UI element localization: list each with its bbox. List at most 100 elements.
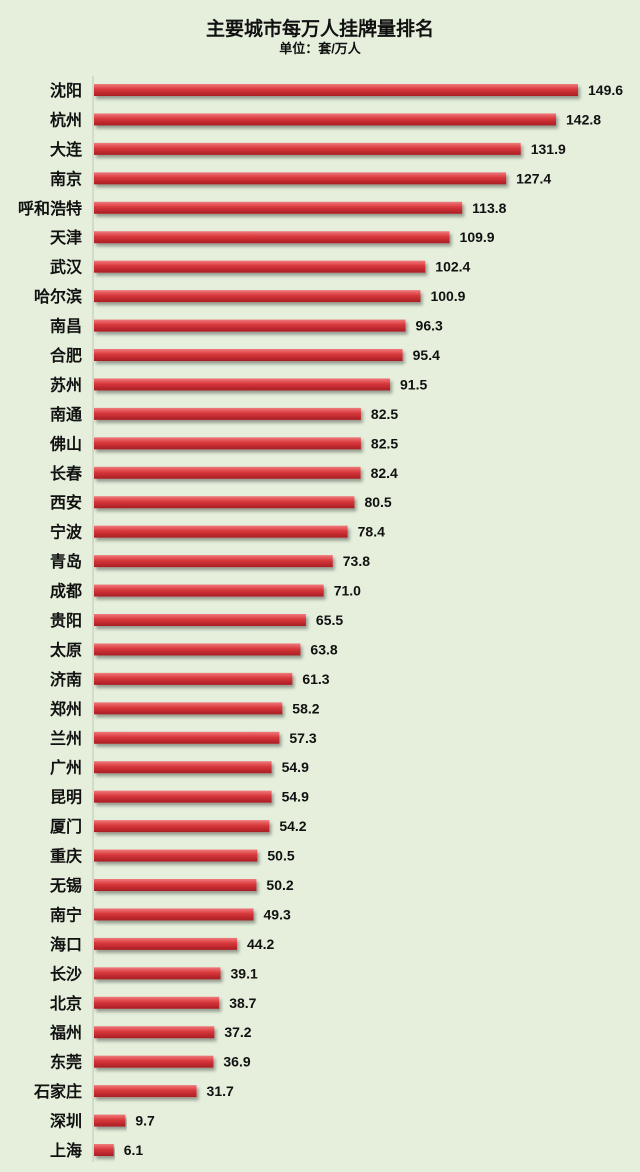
bar	[94, 142, 521, 155]
category-label: 南京	[50, 169, 82, 188]
bar	[94, 290, 421, 303]
category-label: 合肥	[50, 346, 82, 365]
data-label: 102.4	[435, 259, 470, 275]
bar	[94, 201, 463, 214]
category-label: 贵阳	[50, 611, 82, 630]
data-label: 96.3	[416, 318, 443, 334]
category-label: 太原	[49, 640, 82, 659]
bar	[94, 731, 280, 744]
category-label: 福州	[49, 1023, 82, 1042]
data-label: 38.7	[229, 995, 256, 1011]
data-label: 71.0	[334, 583, 361, 599]
category-label: 郑州	[50, 699, 82, 718]
data-label: 44.2	[247, 936, 274, 952]
category-label: 南宁	[50, 905, 82, 924]
category-label: 北京	[50, 994, 82, 1013]
data-label: 36.9	[223, 1054, 250, 1070]
bar	[94, 614, 306, 626]
bar	[94, 260, 426, 273]
category-label: 杭州	[50, 110, 82, 129]
category-label: 西安	[50, 493, 82, 512]
bar	[94, 908, 254, 921]
data-label: 109.9	[460, 229, 495, 245]
bar	[94, 584, 324, 597]
category-label: 长春	[50, 464, 83, 483]
data-label: 57.3	[289, 730, 316, 746]
bar	[94, 790, 272, 803]
bar	[94, 820, 270, 833]
category-label: 宁波	[50, 523, 83, 542]
category-label: 武汉	[50, 258, 83, 277]
data-label: 80.5	[364, 494, 391, 510]
data-label: 63.8	[310, 641, 337, 657]
category-label: 东莞	[50, 1053, 82, 1072]
data-label: 131.9	[531, 141, 566, 157]
category-label: 兰州	[50, 729, 82, 748]
data-label: 50.2	[266, 877, 293, 893]
bar	[94, 967, 221, 980]
data-label: 82.5	[371, 435, 398, 451]
bar	[94, 672, 293, 685]
category-label: 沈阳	[50, 81, 82, 100]
bar	[94, 525, 348, 538]
bar	[94, 349, 403, 361]
category-label: 青岛	[50, 552, 82, 571]
data-label: 37.2	[224, 1024, 251, 1040]
category-label: 天津	[50, 229, 82, 247]
category-label: 石家庄	[33, 1082, 82, 1101]
bar	[94, 437, 361, 450]
bar	[94, 466, 361, 479]
bar	[94, 172, 507, 185]
bar	[94, 84, 578, 96]
bar	[94, 1144, 114, 1156]
category-label: 苏州	[50, 375, 82, 394]
data-label: 6.1	[124, 1142, 144, 1158]
data-label: 78.4	[358, 524, 385, 540]
category-label: 长沙	[50, 964, 82, 983]
category-label: 昆明	[50, 789, 82, 807]
category-label: 成都	[50, 582, 82, 601]
bar	[94, 702, 283, 715]
bar	[94, 937, 237, 950]
category-label: 南通	[50, 405, 82, 424]
data-label: 39.1	[231, 965, 258, 981]
data-label: 49.3	[264, 906, 291, 922]
bar	[94, 879, 257, 891]
bar	[94, 849, 258, 862]
category-label: 呼和浩特	[18, 199, 82, 218]
data-label: 113.8	[472, 200, 506, 216]
bar	[94, 761, 272, 774]
bar	[94, 1055, 214, 1068]
data-label: 54.9	[282, 789, 309, 805]
data-label: 65.5	[316, 612, 343, 628]
data-label: 100.9	[430, 288, 465, 304]
bar	[94, 319, 406, 332]
bar	[94, 1114, 126, 1127]
data-label: 54.9	[282, 759, 309, 775]
category-label: 上海	[50, 1141, 82, 1160]
category-label: 海口	[50, 935, 82, 954]
data-label: 82.4	[371, 465, 398, 481]
data-label: 61.3	[302, 671, 329, 687]
category-label: 佛山	[49, 434, 82, 453]
bar	[94, 496, 355, 509]
bar	[94, 231, 450, 244]
data-label: 9.7	[135, 1113, 155, 1129]
data-label: 73.8	[343, 553, 370, 569]
bar	[94, 643, 301, 656]
category-label: 大连	[50, 140, 83, 159]
chart-subtitle: 单位：套/万人	[279, 41, 361, 56]
bar	[94, 1085, 197, 1098]
category-label: 重庆	[50, 847, 82, 866]
category-label: 无锡	[49, 876, 82, 895]
data-label: 91.5	[400, 376, 427, 392]
data-label: 50.5	[267, 848, 294, 864]
data-label: 82.5	[371, 406, 398, 422]
category-label: 南昌	[50, 317, 82, 336]
category-label: 厦门	[50, 817, 82, 836]
data-label: 95.4	[413, 347, 440, 363]
category-label: 济南	[50, 670, 82, 689]
chart-title: 主要城市每万人挂牌量排名	[205, 19, 434, 40]
data-label: 58.2	[292, 700, 319, 716]
data-label: 149.6	[588, 82, 623, 98]
